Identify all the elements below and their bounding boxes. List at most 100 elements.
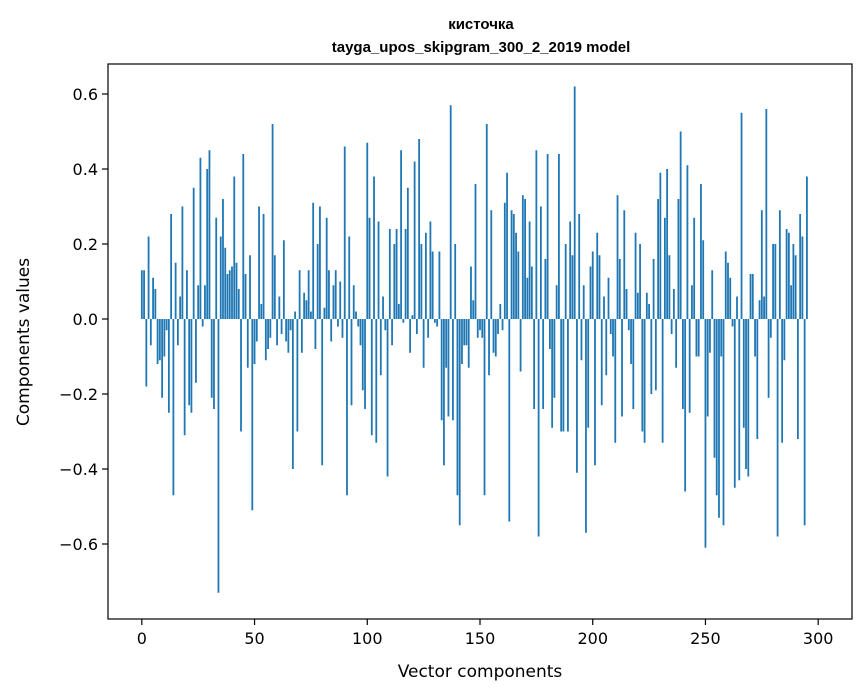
bar — [242, 154, 245, 319]
bar — [580, 319, 583, 361]
bar — [319, 206, 321, 319]
bar — [431, 251, 434, 319]
bar — [413, 161, 416, 319]
bar — [530, 266, 533, 319]
x-tick-label: 250 — [690, 629, 721, 648]
bar — [152, 277, 154, 319]
bar — [296, 319, 299, 432]
bar — [479, 319, 481, 331]
bar — [621, 319, 623, 417]
bar — [555, 285, 558, 319]
y-tick-label: −0.4 — [59, 460, 98, 479]
bar — [706, 319, 709, 417]
bar — [733, 319, 736, 488]
bar — [454, 244, 457, 319]
bar — [249, 255, 251, 319]
bar — [373, 176, 375, 319]
bar — [727, 262, 729, 319]
bar — [206, 169, 209, 319]
x-tick-label: 300 — [803, 629, 834, 648]
bar — [738, 319, 741, 481]
bar — [341, 319, 344, 338]
bar — [332, 285, 335, 319]
y-tick-label: −0.2 — [59, 385, 98, 404]
bar — [348, 236, 351, 319]
bar — [366, 142, 369, 319]
bar — [163, 319, 166, 357]
bar — [314, 319, 317, 349]
bar — [711, 270, 714, 319]
bar — [415, 319, 418, 334]
bar — [661, 319, 664, 443]
bar — [517, 251, 520, 319]
bar — [456, 319, 459, 496]
bar — [208, 150, 211, 319]
x-tick-label: 100 — [352, 629, 383, 648]
bar — [521, 195, 524, 319]
bar — [535, 150, 538, 319]
bar — [510, 210, 513, 319]
bar — [400, 150, 402, 319]
bar — [467, 319, 470, 368]
bar — [515, 232, 517, 319]
bar — [361, 319, 364, 391]
bar — [576, 319, 578, 473]
bar — [657, 199, 660, 319]
bar — [715, 319, 718, 496]
bar — [418, 139, 421, 319]
bar — [231, 266, 233, 319]
bar — [233, 176, 236, 319]
bar — [352, 285, 355, 319]
bar — [663, 217, 666, 319]
bar — [666, 169, 669, 319]
y-tick-label: 0.2 — [73, 235, 98, 254]
bar — [224, 247, 227, 319]
bar — [774, 244, 777, 319]
bar — [395, 229, 398, 319]
bar — [688, 319, 691, 413]
bar — [670, 319, 673, 334]
y-axis-ticks: −0.6 −0.4 −0.2 0.0 0.2 0.4 0.6 — [59, 85, 108, 554]
bar — [569, 221, 572, 319]
bar — [778, 210, 781, 319]
bar — [512, 214, 515, 319]
bar — [393, 244, 396, 319]
bar — [357, 319, 360, 327]
bar — [564, 244, 567, 319]
bar — [337, 319, 339, 327]
y-tick-label: 0.0 — [73, 310, 98, 329]
bar — [406, 187, 409, 319]
bar — [494, 319, 497, 357]
bar — [267, 319, 269, 349]
bar — [675, 319, 678, 368]
bar — [262, 214, 265, 319]
bar — [722, 319, 725, 526]
bar — [485, 124, 488, 319]
bar — [258, 206, 260, 319]
bar — [686, 165, 689, 319]
bar — [603, 296, 605, 319]
bar — [792, 244, 795, 319]
bar — [506, 172, 508, 319]
bar — [461, 319, 463, 364]
bar — [562, 319, 565, 432]
bar — [323, 307, 326, 319]
bar — [364, 319, 366, 409]
bar — [183, 319, 186, 436]
bar — [695, 319, 698, 357]
bar — [145, 319, 148, 387]
bar — [654, 319, 657, 391]
bar — [790, 285, 793, 319]
bar — [508, 319, 511, 522]
bar — [636, 292, 639, 319]
bar — [472, 300, 475, 319]
bar — [558, 154, 560, 319]
bar — [546, 154, 549, 319]
bar — [147, 236, 150, 319]
bar — [634, 232, 637, 319]
bar — [310, 311, 312, 319]
x-axis-ticks: 0 50 100 150 200 250 300 — [137, 619, 834, 648]
bar — [443, 319, 445, 466]
bar — [388, 229, 391, 319]
bar — [760, 210, 763, 319]
